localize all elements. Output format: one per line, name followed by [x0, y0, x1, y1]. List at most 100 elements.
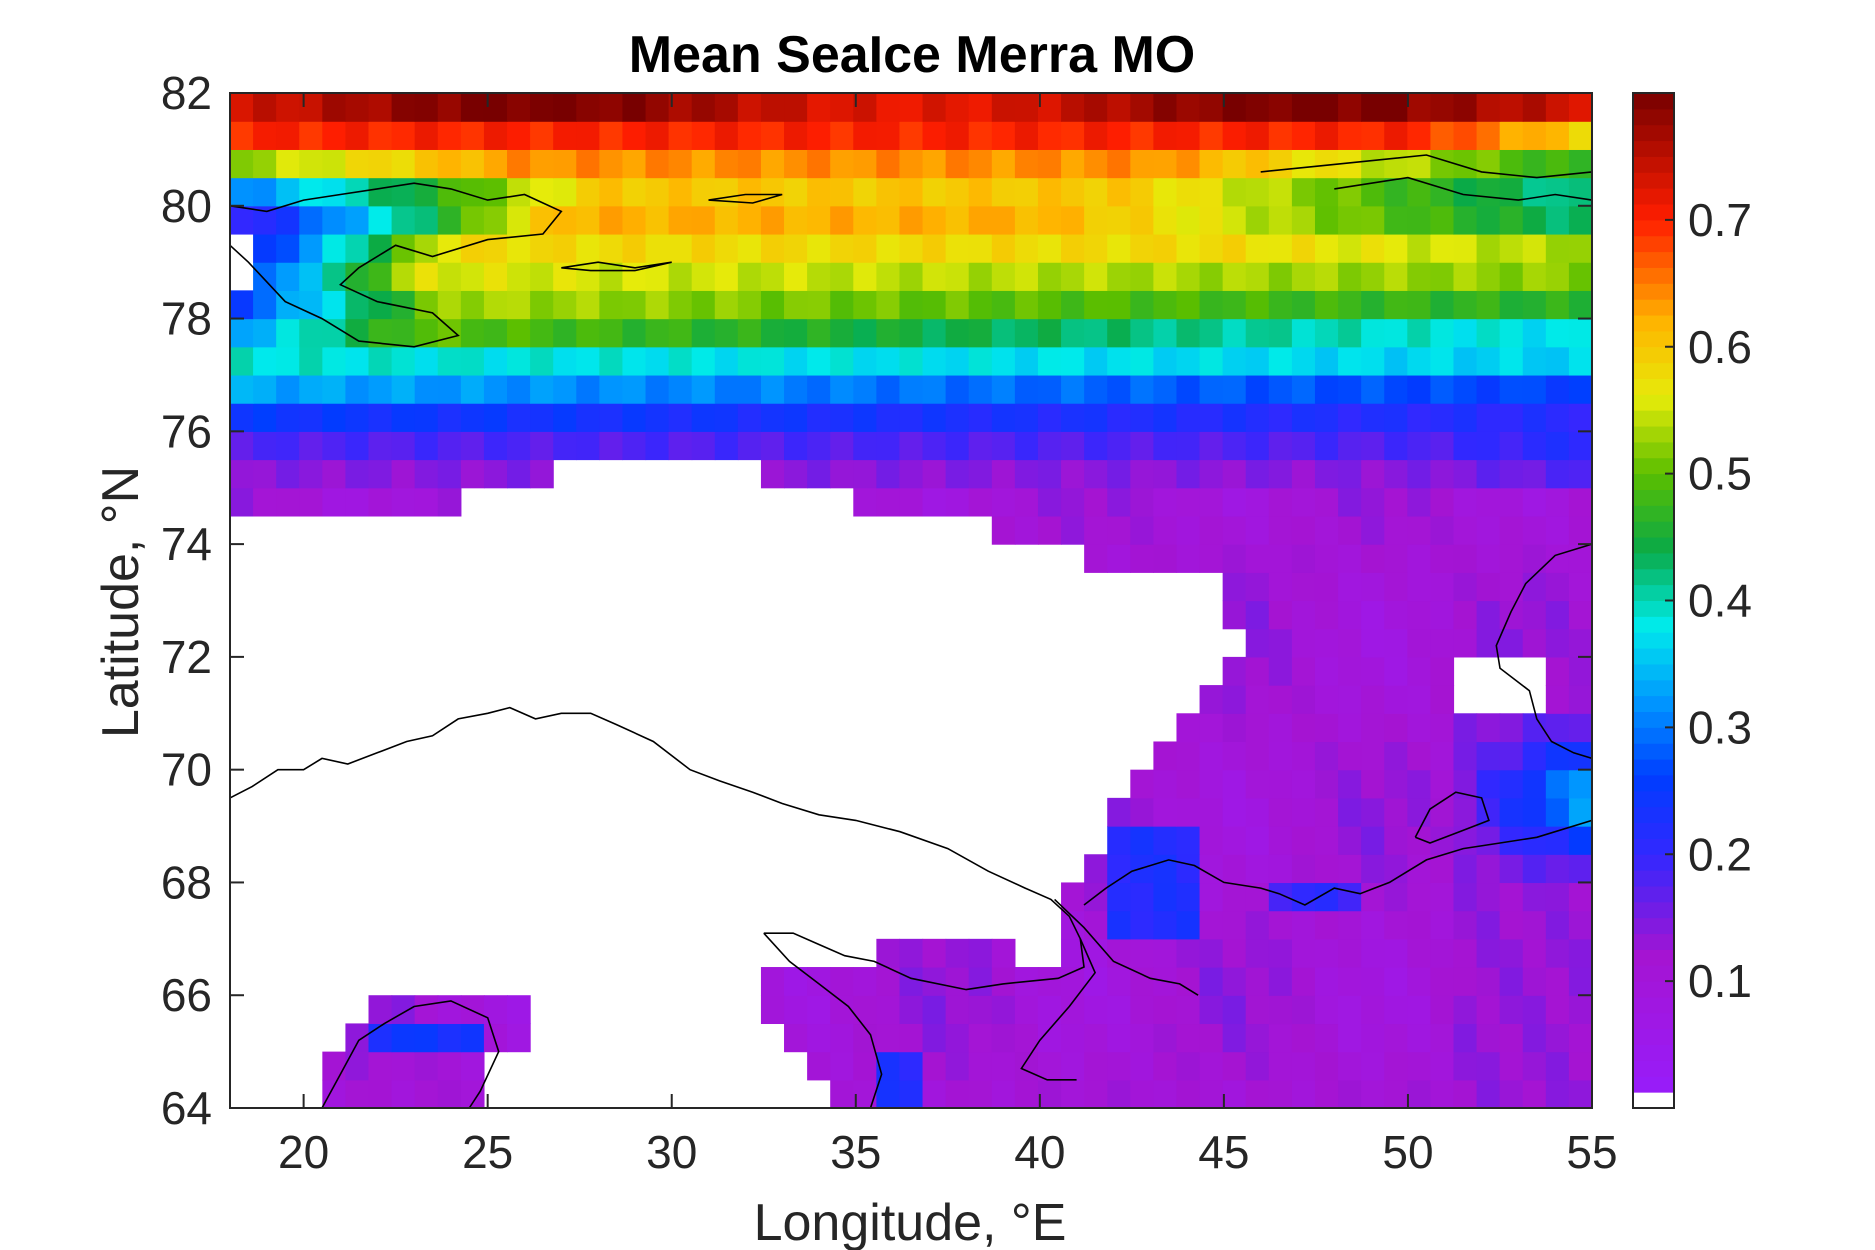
heatmap-cell: [1199, 544, 1224, 573]
heatmap-cell: [945, 149, 970, 179]
colorbar-swatch: [1633, 901, 1674, 919]
heatmap-cell: [1384, 346, 1408, 376]
heatmap-cell: [1130, 769, 1154, 799]
heatmap-cell: [1130, 826, 1154, 855]
heatmap-cell: [1338, 487, 1362, 517]
heatmap-cell: [1545, 290, 1570, 320]
heatmap-cell: [437, 121, 462, 150]
heatmap-cell: [437, 346, 462, 376]
heatmap-cell: [1291, 854, 1316, 884]
heatmap-cell: [1361, 995, 1385, 1025]
heatmap-cell: [922, 374, 947, 404]
heatmap-cell: [1476, 374, 1501, 404]
heatmap-cell: [760, 121, 785, 150]
heatmap-cell: [1338, 431, 1362, 461]
heatmap-cell: [991, 93, 1016, 122]
heatmap-cell: [322, 459, 347, 489]
heatmap-cell: [968, 459, 993, 489]
heatmap-cell: [1499, 600, 1524, 630]
heatmap-cell: [1453, 713, 1478, 743]
heatmap-cell: [460, 995, 485, 1025]
heatmap-cell: [1407, 431, 1431, 461]
heatmap-cell: [1153, 233, 1178, 263]
colorbar-swatch: [1633, 124, 1674, 142]
colorbar-swatch: [1633, 870, 1674, 887]
heatmap-cell: [1407, 205, 1431, 235]
heatmap-cell: [230, 487, 254, 517]
heatmap-cell: [991, 318, 1016, 348]
heatmap-cell: [1291, 121, 1316, 150]
heatmap-cell: [1153, 1079, 1178, 1109]
heatmap-cell: [414, 205, 439, 235]
heatmap-cell: [1199, 262, 1224, 291]
heatmap-cell: [1314, 656, 1339, 686]
heatmap-cell: [530, 149, 554, 179]
heatmap-cell: [1084, 374, 1108, 404]
heatmap-cell: [714, 121, 739, 150]
heatmap-cell: [1153, 205, 1178, 235]
heatmap-cell: [1568, 487, 1593, 517]
heatmap-cell: [1545, 713, 1570, 743]
heatmap-cell: [507, 995, 531, 1025]
heatmap-cell: [645, 121, 670, 150]
heatmap-cell: [1037, 403, 1062, 432]
heatmap-cell: [1268, 1051, 1293, 1081]
heatmap-cell: [1314, 487, 1339, 517]
heatmap-cell: [1176, 769, 1201, 799]
heatmap-cell: [599, 233, 624, 263]
colorbar-swatch: [1633, 584, 1674, 601]
heatmap-cell: [1384, 1079, 1408, 1109]
heatmap-cell: [1568, 177, 1593, 207]
heatmap-cell: [345, 205, 370, 235]
heatmap-cell: [1084, 1051, 1108, 1081]
heatmap-cell: [1084, 1079, 1108, 1109]
heatmap-cell: [1545, 515, 1570, 545]
heatmap-cell: [645, 93, 670, 122]
heatmap-cell: [1545, 93, 1570, 122]
heatmap-cell: [1107, 431, 1131, 461]
heatmap-cell: [830, 121, 854, 150]
heatmap-cell: [1291, 431, 1316, 461]
colorbar-swatch: [1633, 537, 1674, 554]
heatmap-cell: [1130, 318, 1154, 348]
heatmap-cell: [1291, 910, 1316, 940]
heatmap-cell: [253, 177, 277, 207]
heatmap-cell: [1199, 177, 1224, 207]
heatmap-cell: [1084, 910, 1108, 940]
heatmap-cell: [1338, 544, 1362, 573]
heatmap-cell: [368, 1051, 393, 1081]
heatmap-cell: [1338, 1051, 1362, 1081]
heatmap-cell: [1153, 854, 1178, 884]
heatmap-cell: [1199, 713, 1224, 743]
heatmap-cell: [437, 1051, 462, 1081]
heatmap-cell: [876, 262, 901, 291]
heatmap-cell: [1545, 121, 1570, 150]
heatmap-cell: [1453, 1051, 1478, 1081]
heatmap-cell: [1153, 177, 1178, 207]
heatmap-cell: [691, 121, 716, 150]
heatmap-cell: [1291, 515, 1316, 545]
heatmap-cell: [784, 374, 808, 404]
heatmap-cell: [991, 459, 1016, 489]
heatmap-cell: [460, 431, 485, 461]
heatmap-cell: [1522, 1079, 1547, 1109]
heatmap-cell: [1245, 741, 1270, 771]
heatmap-cell: [1407, 882, 1431, 912]
heatmap-cell: [1384, 487, 1408, 517]
heatmap-cell: [1222, 854, 1247, 884]
heatmap-cell: [1061, 233, 1085, 263]
heatmap-cell: [968, 1051, 993, 1081]
heatmap-cell: [368, 459, 393, 489]
heatmap-cell: [1384, 290, 1408, 320]
heatmap-cell: [299, 403, 323, 432]
heatmap-cell: [1222, 544, 1247, 573]
colorbar-swatch: [1633, 473, 1674, 490]
heatmap-cell: [1430, 910, 1455, 940]
heatmap-cell: [1084, 290, 1108, 320]
heatmap-cell: [784, 459, 808, 489]
heatmap-cell: [507, 431, 531, 461]
heatmap-cell: [1499, 995, 1524, 1025]
heatmap-cell: [1176, 713, 1201, 743]
heatmap-cell: [1522, 741, 1547, 771]
heatmap-cell: [1499, 233, 1524, 263]
